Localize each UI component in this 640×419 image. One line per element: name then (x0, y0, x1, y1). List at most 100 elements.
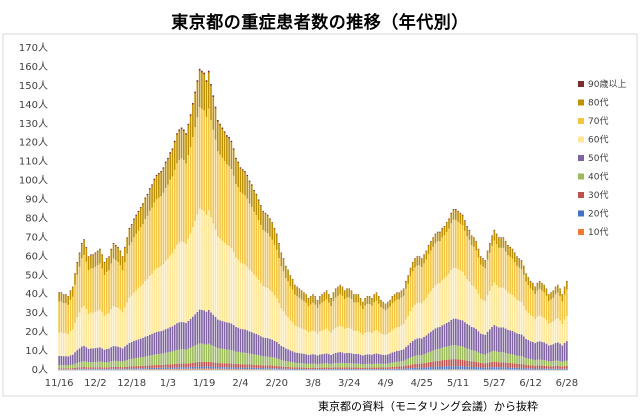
bar-segment (441, 280, 444, 326)
bar-segment (488, 252, 491, 291)
bar-segment (232, 350, 235, 364)
bar-segment (457, 366, 459, 370)
bar-segment (371, 364, 373, 368)
bar-segment (96, 265, 99, 311)
bar-segment (187, 368, 190, 370)
bar-segment (287, 269, 289, 271)
bar-segment (148, 355, 151, 366)
bar-segment (445, 231, 448, 277)
bar-segment (291, 322, 294, 352)
bar-segment (373, 363, 376, 368)
bar-segment (552, 297, 555, 322)
bar-segment (527, 358, 530, 366)
bar-segment (368, 296, 371, 304)
bar-segment (158, 174, 160, 198)
bar-segment (325, 363, 328, 368)
bar-segment (482, 334, 484, 355)
bar-segment (282, 258, 285, 272)
bar-segment (189, 233, 192, 319)
bar-segment (305, 302, 308, 331)
bar-segment (441, 360, 444, 367)
bar-segment (377, 303, 380, 332)
bar-segment (507, 244, 509, 246)
bar-segment (167, 352, 169, 365)
bar-segment (559, 366, 561, 369)
y-tick-label: 50人 (25, 269, 48, 281)
bar-segment (176, 133, 178, 135)
bar-segment (216, 319, 219, 349)
bar-segment (67, 365, 70, 369)
bar-segment (337, 352, 339, 363)
bar-segment (318, 363, 321, 368)
bar-segment (518, 355, 521, 364)
bar-segment (536, 283, 539, 291)
bar-segment (117, 346, 119, 361)
bar-segment (312, 302, 314, 331)
bar-segment (532, 283, 534, 291)
bar-segment (488, 290, 491, 330)
bar-segment (391, 366, 394, 369)
bar-segment (316, 307, 319, 334)
bar-segment (216, 121, 219, 152)
bar-segment (312, 294, 314, 303)
bar-segment (257, 355, 260, 366)
bar-segment (468, 366, 471, 370)
bar-segment (425, 367, 428, 370)
bar-segment (255, 194, 258, 216)
bar-segment (371, 367, 373, 370)
bar-segment (362, 364, 364, 368)
bar-segment (114, 260, 117, 307)
bar-segment (416, 363, 419, 368)
bar-segment (271, 357, 274, 366)
bar-segment (346, 368, 348, 370)
bar-segment (158, 173, 160, 175)
bar-segment (434, 366, 437, 370)
bar-segment (459, 270, 462, 320)
bar-segment (464, 220, 466, 222)
bar-segment (178, 160, 181, 243)
bar-segment (491, 361, 493, 368)
bar-segment (142, 224, 144, 285)
bar-segment (391, 362, 394, 367)
bar-segment (226, 136, 228, 165)
legend-swatch (578, 136, 584, 143)
bar-segment (76, 362, 79, 368)
bar-segment (518, 258, 521, 259)
bar-segment (85, 261, 88, 310)
bar-segment (119, 347, 122, 362)
bar-segment (173, 169, 176, 250)
bar-segment (108, 256, 110, 258)
bar-segment (538, 365, 541, 369)
bar-segment (192, 104, 194, 138)
bar-segment (305, 294, 308, 303)
bar-segment (423, 336, 425, 355)
bar-segment (414, 258, 416, 259)
bar-segment (85, 368, 88, 370)
bar-segment (146, 368, 149, 370)
legend-swatch (578, 155, 584, 161)
bar-segment (167, 328, 169, 353)
bar-segment (500, 237, 502, 239)
bar-segment (101, 348, 104, 362)
bar-segment (495, 351, 498, 362)
bar-segment (223, 131, 226, 133)
bar-segment (205, 80, 208, 82)
bar-segment (556, 366, 559, 369)
bar-segment (430, 250, 432, 292)
bar-segment (498, 237, 500, 239)
bar-segment (189, 146, 192, 234)
bar-segment (500, 247, 502, 288)
bar-segment (205, 81, 208, 117)
bar-segment (450, 213, 453, 224)
bar-segment (504, 352, 507, 363)
bar-segment (348, 327, 351, 353)
bar-segment (90, 362, 92, 368)
bar-segment (169, 327, 172, 352)
bar-segment (241, 169, 244, 171)
bar-segment (144, 368, 147, 370)
bar-segment (486, 353, 489, 363)
bar-segment (318, 296, 321, 305)
bar-segment (212, 223, 215, 315)
bar-segment (346, 327, 348, 353)
bar-segment (87, 256, 90, 258)
